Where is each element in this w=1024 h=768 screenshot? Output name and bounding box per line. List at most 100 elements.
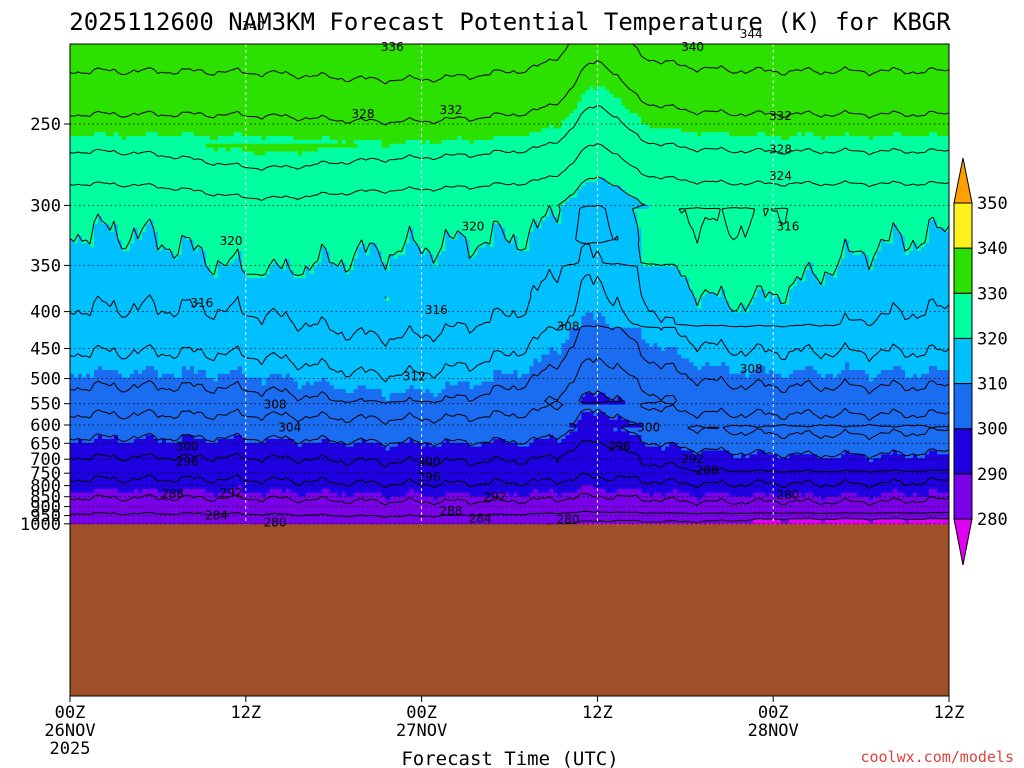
contour-fill-cell bbox=[513, 370, 519, 375]
contour-fill-cell bbox=[81, 235, 95, 241]
contour-fill-cell bbox=[329, 381, 447, 386]
contour-fill-cell bbox=[70, 105, 579, 110]
contour-fill-cell bbox=[469, 385, 475, 390]
contour-fill-cell bbox=[353, 389, 383, 394]
y-tick-label: 600 bbox=[30, 416, 61, 436]
x-tick-label: 28NOV bbox=[748, 721, 799, 741]
contour-fill-cell bbox=[709, 362, 722, 367]
contour-fill-cell bbox=[729, 366, 758, 371]
colorbar-min-arrow bbox=[953, 518, 973, 566]
contour-fill-cell bbox=[261, 377, 267, 383]
contour-fill-cell bbox=[405, 251, 423, 256]
contour-fill-cell bbox=[925, 454, 949, 459]
contour-fill-cell bbox=[309, 266, 315, 271]
contour-fill-cell bbox=[365, 243, 371, 248]
contour-fill-cell bbox=[529, 442, 646, 448]
contour-fill-cell bbox=[70, 281, 690, 287]
contour-fill-cell bbox=[581, 400, 626, 406]
contour-fill-cell bbox=[929, 132, 938, 137]
contour-fill-cell bbox=[893, 228, 898, 233]
contour-fill-cell bbox=[549, 435, 555, 440]
credit-text: coolwx.com/models bbox=[860, 748, 1014, 766]
colorbar-segment bbox=[953, 337, 973, 384]
contour-label: 288 bbox=[696, 464, 719, 478]
contour-fill-cell bbox=[70, 132, 95, 137]
contour-fill-cell bbox=[70, 155, 949, 160]
contour-fill-cell bbox=[381, 442, 399, 448]
contour-line-292 bbox=[70, 473, 949, 490]
contour-fill-cell bbox=[533, 488, 539, 494]
contour-fill-cell bbox=[285, 488, 291, 494]
contour-fill-cell bbox=[93, 370, 119, 375]
contour-fill-cell bbox=[873, 266, 949, 271]
contour-fill-cell bbox=[293, 439, 323, 444]
contour-line-308 bbox=[70, 325, 949, 404]
contour-fill-cell bbox=[629, 419, 949, 425]
contour-fill-cell bbox=[213, 377, 219, 383]
contour-fill-cell bbox=[81, 373, 87, 379]
contour-fill-cell bbox=[70, 519, 754, 525]
contour-fill-cell bbox=[405, 243, 419, 248]
contour-fill-cell bbox=[641, 435, 949, 440]
contour-fill-cell bbox=[549, 124, 555, 129]
contour-fill-cell bbox=[121, 243, 131, 248]
contour-fill-cell bbox=[181, 439, 207, 444]
contour-fill-cell bbox=[361, 439, 367, 444]
contour-fill-cell bbox=[609, 182, 949, 187]
contour-fill-cell bbox=[70, 124, 551, 129]
contour-fill-cell bbox=[457, 136, 463, 141]
contour-fill-cell bbox=[241, 488, 271, 494]
contour-fill-cell bbox=[70, 44, 949, 49]
contour-fill-cell bbox=[929, 366, 938, 371]
contour-fill-cell bbox=[181, 366, 187, 371]
contour-fill-cell bbox=[593, 86, 598, 91]
contour-fill-cell bbox=[70, 193, 579, 199]
contour-label: 284 bbox=[205, 509, 228, 523]
contour-fill-cell bbox=[809, 262, 814, 268]
contour-fill-cell bbox=[181, 243, 195, 248]
contour-fill-cell bbox=[881, 243, 906, 248]
contour-fill-cell bbox=[70, 400, 583, 406]
contour-fill-cell bbox=[541, 354, 682, 360]
contour-fill-cell bbox=[765, 297, 770, 302]
contour-fill-cell bbox=[70, 59, 949, 64]
contour-fill-cell bbox=[929, 235, 949, 241]
y-tick-label: 750 bbox=[30, 464, 61, 484]
contour-fill-cell bbox=[781, 300, 790, 306]
contour-fill-cell bbox=[70, 139, 339, 145]
contour-fill-cell bbox=[873, 136, 949, 141]
contour-fill-cell bbox=[70, 327, 571, 333]
contour-fill-cell bbox=[70, 224, 95, 229]
contour-fill-cell bbox=[70, 197, 571, 202]
contour-fill-cell bbox=[457, 235, 467, 241]
contour-fill-cell bbox=[70, 297, 387, 302]
contour-fill-cell bbox=[217, 266, 243, 271]
contour-fill-cell bbox=[553, 208, 563, 214]
contour-fill-cell bbox=[265, 492, 299, 498]
contour-fill-cell bbox=[777, 454, 790, 459]
contour-fill-cell bbox=[585, 393, 594, 398]
contour-fill-cell bbox=[561, 205, 650, 210]
contour-fill-cell bbox=[70, 51, 949, 57]
contour-fill-cell bbox=[605, 320, 949, 325]
contour-fill-cell bbox=[825, 496, 870, 501]
y-axis: 250 300 350 400 450 500 5506006507007508008509… bbox=[20, 115, 70, 535]
contour-fill-cell bbox=[70, 143, 207, 149]
contour-fill-cell bbox=[381, 258, 391, 264]
contour-fill-cell bbox=[697, 304, 702, 310]
contour-fill-cell bbox=[909, 519, 949, 525]
contour-fill-cell bbox=[421, 442, 427, 448]
contour-fill-cell bbox=[345, 270, 351, 275]
contour-fill-cell bbox=[641, 254, 846, 260]
contour-fill-cell bbox=[70, 350, 551, 356]
contour-fill-cell bbox=[429, 251, 443, 256]
y-tick-label: 400 bbox=[30, 303, 61, 323]
contour-fill-cell bbox=[849, 243, 882, 248]
contour-fill-cell bbox=[837, 373, 870, 379]
x-axis-label: Forecast Time (UTC) bbox=[401, 748, 618, 768]
contour-fill-cell bbox=[869, 136, 874, 141]
contour-fill-cell bbox=[70, 323, 583, 329]
y-tick-label: 250 bbox=[30, 115, 61, 135]
contour-fill-cell bbox=[701, 366, 730, 371]
contour-fill-cell bbox=[565, 339, 646, 344]
